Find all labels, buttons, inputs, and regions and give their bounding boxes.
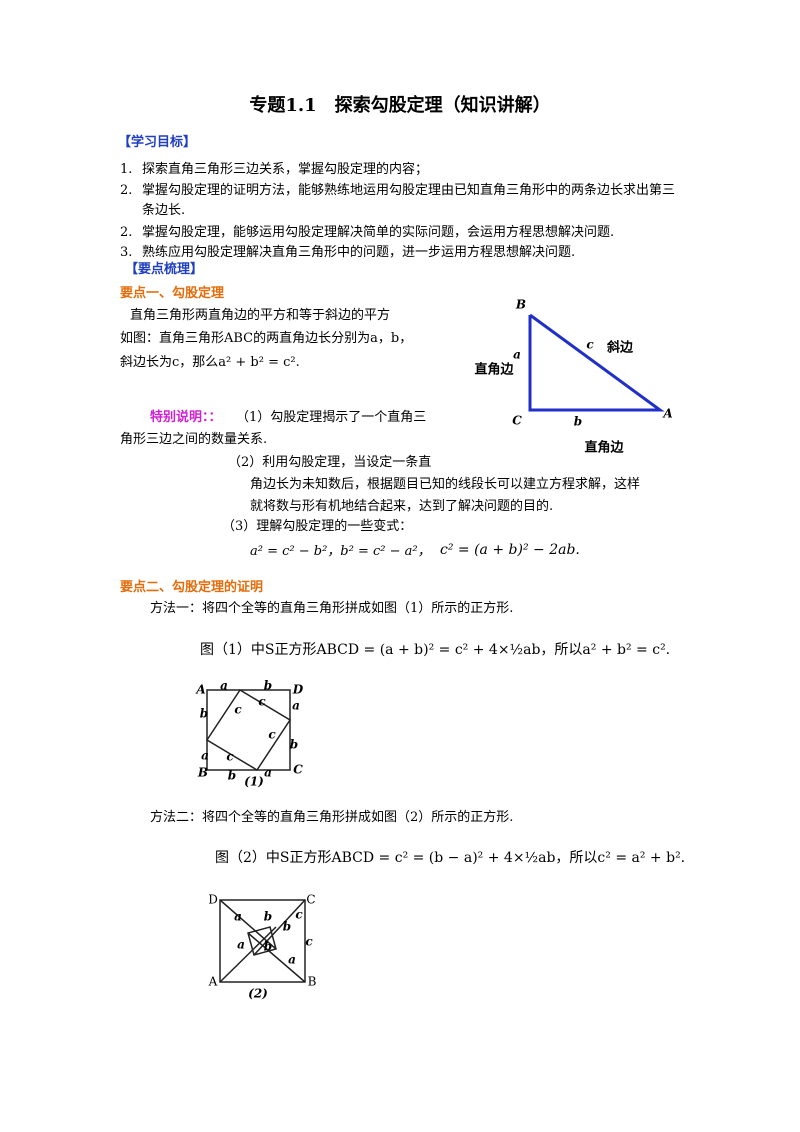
heading: 要点一、勾股定理: [120, 286, 225, 301]
figure-label: b: [264, 940, 272, 954]
figure-label: a: [292, 699, 300, 713]
figure-label: a: [513, 348, 521, 362]
figure-label: C: [306, 893, 315, 907]
figure-label: b: [264, 910, 272, 924]
text: 方法二：将四个全等的直角三角形拼成如图（2）所示的正方形.: [150, 810, 514, 825]
figure-label: c: [234, 703, 242, 717]
item: 熟练应用勾股定理解决直角三角形中的问题，进一步运用方程思想解决问题.: [142, 245, 576, 260]
heading: 要点二、勾股定理的证明: [120, 580, 264, 595]
figure-label: c: [305, 935, 313, 949]
figure-label: D: [292, 683, 304, 697]
figure-label: C: [512, 414, 522, 428]
formula: 图（1）中S正方形ABCD = (a + b)² = c² + 4×½ab，所以…: [200, 642, 671, 658]
figure-label: a: [288, 953, 296, 967]
note-label: 特别说明：：: [150, 410, 222, 425]
item: 掌握勾股定理的证明方法，能够熟练地运用勾股定理由已知直角三角形中的两条边长求出第…: [142, 183, 676, 218]
figure-1: [205, 688, 292, 772]
figure-label: B: [515, 298, 526, 312]
figure-label: c: [258, 695, 266, 709]
text: 直角三角形两直角边的平方和等于斜边的平方: [130, 308, 391, 323]
figure-label: a: [234, 910, 242, 924]
figure-label: b: [200, 707, 208, 721]
num: 3.: [120, 245, 133, 260]
figure-label: b: [283, 920, 291, 934]
line: [247, 932, 306, 983]
inner-square: [205, 688, 292, 772]
triangle: [528, 313, 665, 412]
figure-2: [219, 899, 306, 983]
figure-label: c: [586, 338, 594, 352]
figure-label: 斜边: [606, 340, 634, 356]
figure-label: c: [226, 750, 234, 764]
item: 探索直角三角形三边关系，掌握勾股定理的内容；: [142, 162, 429, 177]
num: 1.: [120, 162, 133, 177]
figure-label: A: [208, 975, 218, 989]
formula: 图（2）中S正方形ABCD = c² = (b − a)² + 4×½ab，所以…: [215, 850, 686, 866]
item: 掌握勾股定理，能够运用勾股定理解决简单的实际问题，会运用方程思想解决问题.: [142, 225, 615, 240]
figure-label: a: [237, 938, 245, 952]
figure-label: A: [662, 407, 672, 421]
figure-label: a: [264, 766, 272, 780]
inner-square: [247, 926, 277, 956]
text: 方法一：将四个全等的直角三角形拼成如图（1）所示的正方形.: [150, 601, 514, 616]
heading: 【要点梳理】: [125, 262, 204, 277]
line: [219, 899, 277, 950]
line: [219, 926, 277, 983]
text: （1）勾股定理揭示了一个直角三: [236, 410, 427, 425]
figure-label: a: [201, 749, 209, 763]
text: 就将数与形有机地结合起来，达到了解决问题的目的.: [250, 499, 554, 514]
formula: a² = c² − b²，b² = c² − a²，: [250, 544, 431, 559]
figure-label: c: [268, 728, 276, 742]
figure-label: c: [295, 908, 303, 922]
figure-label: b: [574, 415, 582, 429]
figure-label: A: [195, 683, 205, 697]
text: 角形三边之间的数量关系.: [120, 432, 268, 447]
figure-label: b: [228, 769, 236, 783]
text: （3）理解勾股定理的一些变式：: [222, 519, 413, 534]
text: 如图：直角三角形ABC的两直角边长分别为a，b，: [120, 331, 413, 346]
figure-label: B: [308, 975, 317, 989]
outer-square: [219, 899, 306, 983]
formula: c² = (a + b)² − 2ab.: [440, 542, 580, 558]
figure-label: (1): [244, 775, 264, 789]
num: 2.: [120, 183, 133, 198]
line: [253, 899, 306, 956]
figure-label: D: [208, 893, 218, 907]
num: 2.: [120, 225, 133, 240]
figure-label: b: [290, 738, 298, 752]
outer-square: [206, 689, 291, 771]
figure-label: 直角边: [474, 362, 514, 378]
figure-label: C: [293, 763, 303, 777]
text: 斜边长为c，那么a² + b² = c².: [120, 355, 300, 370]
figure-label: b: [264, 679, 272, 693]
heading: 【学习目标】: [118, 135, 197, 150]
triangle-outline: [528, 313, 665, 412]
text: （2）利用勾股定理，当设定一条直: [228, 455, 432, 470]
figure-label: 直角边: [584, 440, 624, 456]
figure-label: a: [220, 679, 228, 693]
title: 专题1.1 探索勾股定理（知识讲解）: [249, 95, 551, 116]
text: 角边长为未知数后，根据题目已知的线段长可以建立方程求解，这样: [250, 477, 641, 492]
figure-label: B: [197, 766, 208, 780]
figure-label: (2): [248, 987, 268, 1001]
